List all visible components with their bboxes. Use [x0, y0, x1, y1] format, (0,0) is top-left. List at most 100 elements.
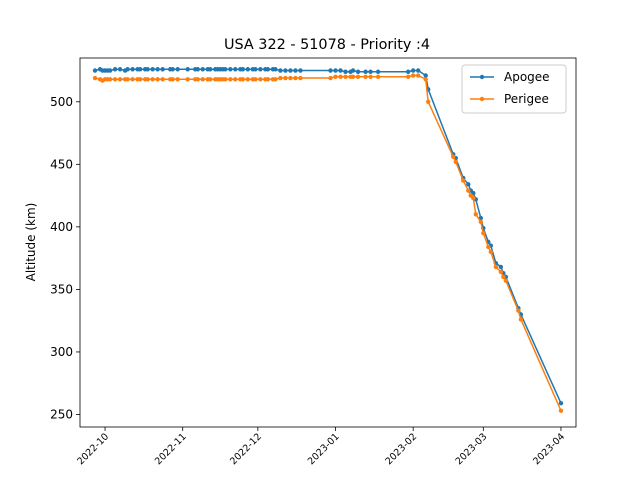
data-point-perigee: [92, 75, 98, 81]
data-point-perigee: [503, 278, 509, 283]
legend-marker-perigee: [479, 96, 485, 102]
legend-label-apogee: Apogee: [504, 70, 550, 84]
data-point-apogee: [355, 69, 361, 74]
data-point-apogee: [185, 67, 190, 72]
y-tick-label: 450: [50, 157, 73, 171]
data-point-apogee: [368, 69, 373, 74]
data-point-perigee: [170, 77, 175, 82]
data-point-apogee: [245, 67, 251, 72]
data-point-apogee: [415, 68, 421, 73]
data-point-apogee: [265, 67, 271, 72]
data-point-apogee: [130, 67, 135, 72]
data-point-perigee: [233, 77, 238, 82]
data-point-apogee: [466, 182, 471, 187]
data-point-perigee: [466, 188, 471, 193]
data-point-apogee: [107, 68, 113, 73]
data-point-perigee: [112, 77, 118, 82]
data-point-perigee: [478, 219, 484, 225]
data-point-apogee: [338, 68, 343, 73]
data-point-perigee: [298, 75, 303, 81]
data-point-perigee: [185, 77, 190, 82]
data-point-perigee: [451, 154, 456, 160]
data-point-apogee: [208, 67, 213, 72]
data-point-apogee: [288, 68, 293, 73]
y-tick-label: 500: [50, 95, 73, 109]
data-point-apogee: [298, 68, 303, 73]
data-point-perigee: [258, 77, 263, 82]
data-point-perigee: [195, 77, 200, 82]
data-point-apogee: [160, 67, 165, 72]
data-point-perigee: [355, 74, 361, 79]
data-point-apogee: [92, 68, 98, 73]
data-point-perigee: [486, 244, 491, 250]
data-point-perigee: [288, 75, 293, 81]
data-point-apogee: [375, 69, 381, 74]
data-point-perigee: [350, 74, 356, 79]
data-point-perigee: [481, 230, 486, 236]
data-point-apogee: [410, 68, 416, 73]
data-point-perigee: [107, 77, 113, 82]
data-point-perigee: [278, 75, 283, 81]
data-point-perigee: [368, 74, 373, 79]
data-point-perigee: [410, 73, 416, 78]
data-point-perigee: [160, 77, 165, 82]
data-point-apogee: [170, 67, 175, 72]
data-point-perigee: [375, 74, 381, 79]
data-point-perigee: [155, 77, 160, 82]
data-point-perigee: [137, 77, 143, 82]
data-point-perigee: [363, 74, 368, 79]
data-point-apogee: [258, 67, 263, 72]
data-point-perigee: [273, 77, 278, 82]
data-point-perigee: [283, 75, 288, 81]
data-point-apogee: [283, 68, 288, 73]
data-point-perigee: [125, 77, 130, 82]
data-point-apogee: [155, 67, 160, 72]
data-point-apogee: [112, 67, 118, 72]
data-point-perigee: [488, 249, 494, 255]
data-point-perigee: [415, 73, 421, 78]
data-point-apogee: [423, 73, 428, 78]
data-point-apogee: [293, 68, 298, 73]
legend-label-perigee: Perigee: [504, 92, 549, 106]
data-point-apogee: [498, 264, 504, 270]
data-point-perigee: [117, 77, 123, 82]
y-tick-label: 300: [50, 345, 73, 359]
data-point-perigee: [200, 77, 205, 82]
data-point-apogee: [125, 67, 130, 72]
data-point-apogee: [228, 67, 233, 72]
data-point-perigee: [130, 77, 135, 82]
data-point-perigee: [405, 74, 411, 79]
data-point-perigee: [461, 178, 466, 183]
data-point-apogee: [328, 68, 333, 73]
data-point-perigee: [343, 74, 348, 79]
data-point-apogee: [278, 68, 283, 73]
data-point-perigee: [473, 212, 478, 217]
data-point-apogee: [350, 68, 356, 73]
data-point-perigee: [516, 308, 521, 313]
data-point-perigee: [228, 77, 233, 82]
data-point-apogee: [145, 67, 150, 72]
data-point-apogee: [233, 67, 238, 72]
data-point-perigee: [240, 77, 246, 82]
data-point-apogee: [558, 401, 564, 406]
axes-frame: [79, 57, 577, 428]
data-point-apogee: [333, 68, 338, 73]
data-point-perigee: [426, 99, 431, 104]
data-point-perigee: [175, 77, 180, 82]
data-point-perigee: [245, 77, 251, 82]
data-point-perigee: [558, 408, 564, 413]
data-point-apogee: [363, 69, 368, 74]
data-point-perigee: [471, 195, 476, 201]
data-point-apogee: [273, 67, 278, 72]
y-tick-label: 250: [50, 407, 73, 421]
data-point-apogee: [150, 67, 155, 72]
data-point-apogee: [137, 67, 143, 72]
data-point-perigee: [253, 77, 258, 82]
legend-marker-apogee: [479, 74, 485, 80]
data-point-perigee: [423, 77, 428, 82]
data-point-perigee: [223, 77, 228, 82]
data-point-perigee: [145, 77, 150, 82]
data-point-apogee: [175, 67, 180, 72]
